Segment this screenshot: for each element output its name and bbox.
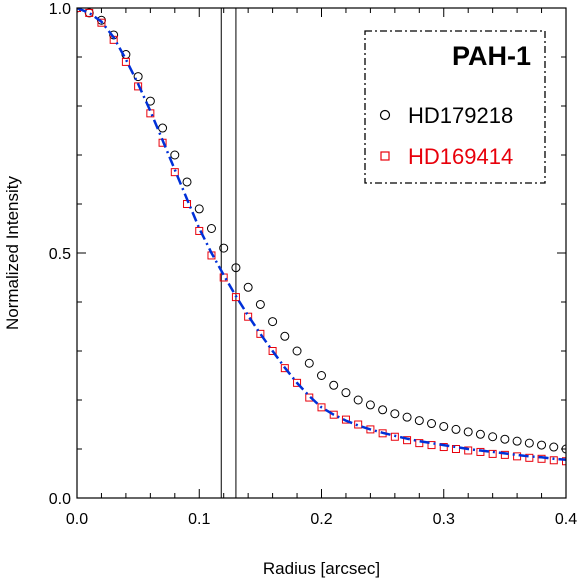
hd179218-point bbox=[182, 177, 192, 187]
hd169414-point bbox=[293, 378, 302, 387]
hd169414-point bbox=[415, 439, 424, 448]
y-tick-label: 1.0 bbox=[49, 1, 71, 18]
hd169414-point bbox=[341, 415, 350, 424]
hd179218-point bbox=[463, 427, 473, 437]
hd179218-point bbox=[268, 317, 278, 327]
model-curve-line bbox=[77, 8, 566, 462]
x-axis-label: Radius [arcsec] bbox=[263, 559, 380, 578]
hd169414-point bbox=[134, 82, 143, 91]
hd179218-point bbox=[427, 419, 437, 429]
hd179218-point bbox=[255, 299, 265, 309]
hd179218-point bbox=[206, 224, 216, 233]
hd169414-point bbox=[231, 293, 240, 302]
x-tick-label: 0.0 bbox=[66, 511, 88, 528]
hd169414-point bbox=[562, 457, 566, 466]
hd169414-point bbox=[488, 449, 497, 458]
hd179218-point bbox=[365, 400, 375, 410]
hd169414-point bbox=[354, 420, 363, 429]
legend-title: PAH-1 bbox=[452, 41, 531, 71]
hd169414-point bbox=[464, 446, 473, 455]
plot-area bbox=[220, 8, 237, 498]
hd179218-point bbox=[194, 204, 204, 214]
legend-label-hd179218: HD179218 bbox=[408, 103, 513, 128]
hd169414-point bbox=[121, 57, 130, 66]
hd179218-point bbox=[133, 72, 143, 82]
hd179218-point bbox=[390, 409, 400, 419]
hd169414-point bbox=[170, 168, 179, 177]
hd179218-point bbox=[304, 358, 314, 368]
hd179218-point bbox=[439, 421, 449, 431]
hd169414-point bbox=[256, 329, 265, 338]
legend-marker-hd179218 bbox=[379, 109, 391, 121]
hd179218-point bbox=[329, 380, 339, 390]
x-tick-label: 0.2 bbox=[310, 511, 332, 528]
hd179218-point bbox=[451, 424, 461, 434]
hd169414-point bbox=[329, 410, 338, 419]
hd179218-point bbox=[402, 412, 412, 422]
y-tick-label: 0.5 bbox=[49, 246, 71, 263]
hd169414-point bbox=[451, 445, 460, 453]
y-axis-label: Normalized Intensity bbox=[3, 176, 22, 331]
axes: 0.0 0.1 0.2 0.3 0.4 0.0 0.5 1.0 Radius [arcsec] N… bbox=[3, 1, 577, 578]
legend: PAH-1 HD179218 HD169414 bbox=[364, 30, 546, 184]
x-tick-label: 0.3 bbox=[433, 511, 455, 528]
hd179218-point bbox=[145, 96, 155, 106]
legend-label-hd169414: HD169414 bbox=[408, 144, 513, 169]
hd179218-point bbox=[231, 263, 241, 273]
hd169414-point bbox=[317, 403, 326, 412]
series-hd169414 bbox=[77, 8, 566, 466]
hd179218-point bbox=[243, 282, 253, 292]
series-model-curve bbox=[77, 8, 566, 462]
x-tick-label: 0.4 bbox=[555, 511, 577, 528]
hd179218-point bbox=[378, 405, 388, 415]
hd169414-point bbox=[390, 432, 399, 441]
hd179218-point bbox=[475, 429, 485, 439]
hd169414-point bbox=[549, 456, 558, 465]
hd179218-point bbox=[488, 432, 498, 442]
hd169414-point bbox=[280, 364, 289, 373]
hd179218-point bbox=[219, 243, 229, 253]
y-tick-label: 0.0 bbox=[49, 491, 71, 508]
series-hd179218 bbox=[77, 8, 566, 454]
hd179218-point bbox=[341, 388, 351, 398]
hd179218-point bbox=[537, 440, 547, 450]
series-layer bbox=[77, 8, 566, 466]
legend-marker-hd169414 bbox=[380, 151, 390, 161]
hd179218-point bbox=[292, 346, 302, 356]
hd169414-point bbox=[439, 443, 448, 452]
hd169414-point bbox=[403, 436, 412, 445]
hd179218-point bbox=[524, 438, 534, 448]
hd169414-point bbox=[97, 18, 106, 27]
hd179218-point bbox=[353, 395, 363, 405]
hd179218-point bbox=[158, 123, 168, 133]
hd179218-point bbox=[280, 331, 290, 341]
hd169414-point bbox=[268, 347, 277, 355]
legend-box bbox=[364, 30, 546, 184]
hd179218-point bbox=[500, 434, 510, 444]
x-tick-label: 0.1 bbox=[188, 511, 210, 528]
hd179218-point bbox=[414, 416, 424, 426]
hd169414-point bbox=[195, 226, 204, 235]
hd179218-point bbox=[512, 436, 522, 446]
hd169414-point bbox=[85, 8, 94, 17]
hd169414-point bbox=[305, 393, 314, 402]
hd169414-point bbox=[427, 441, 436, 450]
hd179218-point bbox=[170, 150, 180, 160]
hd179218-point bbox=[317, 371, 326, 380]
hd179218-point bbox=[84, 8, 94, 18]
hd179218-point bbox=[549, 442, 559, 452]
hd169414-point bbox=[244, 312, 253, 321]
